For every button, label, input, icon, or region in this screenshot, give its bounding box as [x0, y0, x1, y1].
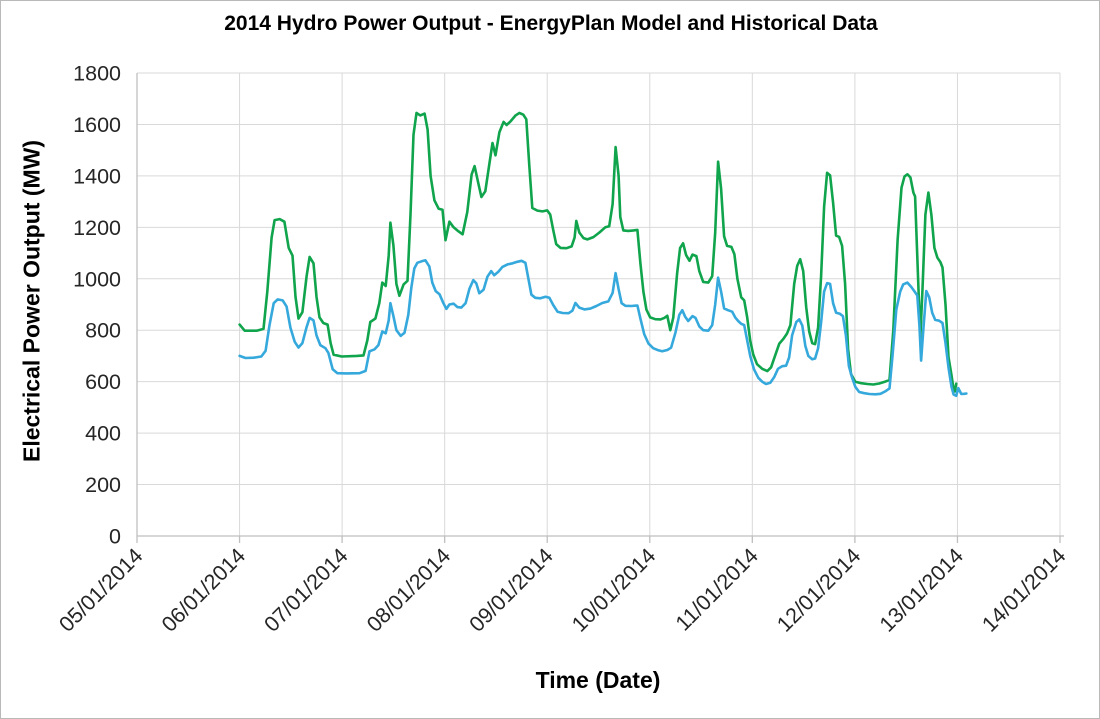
x-tick-label: 12/01/2014	[772, 544, 865, 637]
y-tick-label: 200	[85, 473, 121, 497]
x-tick-label: 11/01/2014	[671, 544, 763, 636]
x-tick-label: 09/01/2014	[465, 544, 558, 637]
y-tick-label: 1000	[73, 267, 121, 291]
y-tick-label: 1800	[73, 62, 121, 86]
y-tick-label: 400	[85, 422, 121, 446]
x-tick-label: 08/01/2014	[362, 544, 455, 637]
y-tick-label: 1200	[73, 216, 121, 240]
chart-title: 2014 Hydro Power Output - EnergyPlan Mod…	[224, 12, 878, 35]
series-line-blue-series	[238, 259, 968, 398]
x-tick-label: 07/01/2014	[260, 544, 353, 637]
x-tick-label: 10/01/2014	[567, 544, 660, 637]
y-tick-label: 600	[85, 370, 121, 394]
x-axis-title: Time (Date)	[535, 667, 661, 693]
x-tick-label: 06/01/2014	[157, 544, 250, 637]
y-axis-title: Electrical Power Output (MW)	[18, 139, 45, 463]
x-tick-label: 14/01/2014	[977, 544, 1070, 637]
y-tick-label: 1600	[73, 113, 121, 137]
y-tick-label: 0	[109, 525, 121, 549]
series-line-green-series	[238, 111, 958, 393]
x-tick-label: 13/01/2014	[875, 544, 968, 637]
y-tick-label: 1400	[73, 164, 121, 188]
y-tick-label: 800	[85, 319, 121, 343]
x-tick-label: 05/01/2014	[54, 544, 147, 637]
